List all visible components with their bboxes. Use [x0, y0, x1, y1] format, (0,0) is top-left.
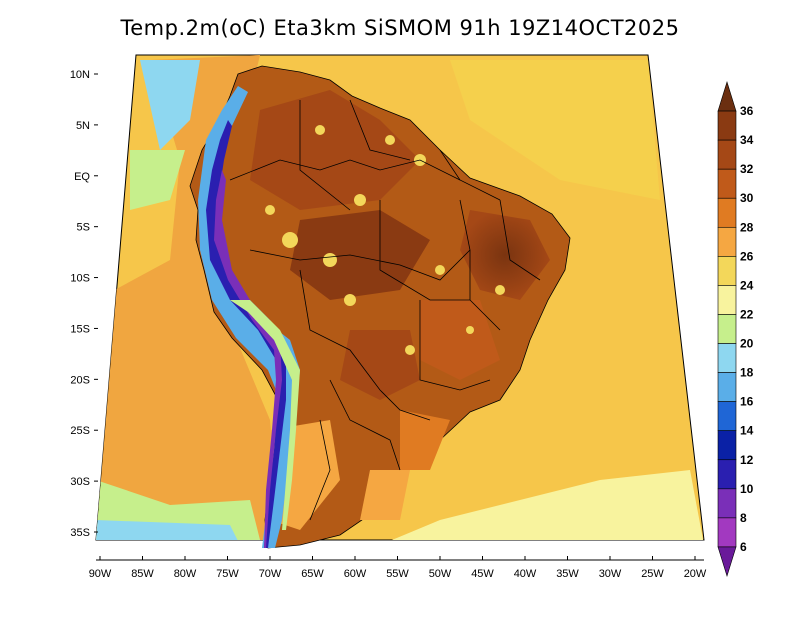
lon-tick-label: 60W	[344, 568, 367, 580]
colorbar-label: 18	[740, 366, 754, 380]
lon-tick-label: 55W	[386, 568, 409, 580]
colorbar-segment	[717, 197, 737, 228]
hot-spot-highlights	[265, 125, 505, 355]
lon-tick-label: 85W	[131, 568, 154, 580]
colorbar-label: 28	[740, 220, 754, 234]
colorbar-label: 22	[740, 307, 754, 321]
colorbar-segment	[717, 401, 737, 432]
lon-tick-label: 20W	[684, 568, 707, 580]
colorbar-bottom-arrow	[717, 546, 737, 578]
lat-tick-label: EQ	[74, 171, 90, 183]
lat-tick-label: 5S	[77, 222, 90, 234]
colorbar-label: 16	[740, 395, 754, 409]
political-borders	[229, 99, 541, 521]
lat-tick-label: 5N	[76, 120, 90, 132]
lat-tick-label: 30S	[70, 476, 90, 488]
lat-tick-label: 10N	[70, 69, 90, 81]
lon-tick-label: 35W	[556, 568, 579, 580]
colorbar-segment	[717, 285, 737, 315]
latitude-axis: 10N 5N EQ 5S 10S 15S 20S 25S 30S 35S	[70, 69, 98, 539]
colorbar-segment	[717, 343, 737, 373]
lon-tick-label: 30W	[599, 568, 622, 580]
colorbar: 36 34 32 30 28 26 24 22 20 18 16 14 12 10 8 6	[717, 80, 754, 578]
colorbar-segment	[717, 314, 737, 344]
lon-tick-label: 90W	[89, 568, 112, 580]
colorbar-segment	[717, 110, 737, 141]
colorbar-label: 26	[740, 249, 754, 263]
colorbar-segment	[717, 168, 737, 199]
colorbar-segment	[717, 459, 737, 490]
colorbar-label: 36	[740, 104, 754, 118]
colorbar-segment	[717, 226, 737, 257]
colorbar-segment	[717, 139, 737, 170]
lat-tick-label: 25S	[70, 425, 90, 437]
lat-tick-label: 15S	[70, 323, 90, 335]
colorbar-label: 10	[740, 482, 754, 496]
longitude-axis: 90W 85W 80W 75W 70W 65W 60W 55W 50W 45W 40W 35W 30W 2…	[89, 556, 707, 580]
lat-tick-label: 10S	[70, 273, 90, 285]
colorbar-label: 6	[740, 540, 747, 554]
colorbar-label: 32	[740, 162, 754, 176]
temperature-field	[96, 55, 704, 540]
colorbar-label: 12	[740, 453, 754, 467]
colorbar-segment	[717, 430, 737, 461]
colorbar-segment	[717, 256, 737, 286]
colorbar-label: 20	[740, 337, 754, 351]
lon-tick-label: 80W	[174, 568, 197, 580]
lon-tick-label: 75W	[216, 568, 239, 580]
colorbar-label: 14	[740, 424, 754, 438]
colorbar-label: 8	[740, 511, 747, 525]
lon-tick-label: 50W	[429, 568, 452, 580]
lon-tick-label: 65W	[301, 568, 324, 580]
colorbar-segment	[717, 488, 737, 519]
lon-tick-label: 70W	[259, 568, 282, 580]
colorbar-segment	[717, 372, 737, 402]
colorbar-label: 34	[740, 133, 754, 147]
lat-tick-label: 20S	[70, 374, 90, 386]
lon-tick-label: 45W	[471, 568, 494, 580]
lon-tick-label: 25W	[641, 568, 664, 580]
colorbar-label: 24	[740, 278, 754, 292]
map-title: Temp.2m(oC) Eta3km SiSMOM 91h 19Z14OCT20…	[120, 16, 680, 40]
colorbar-label: 30	[740, 191, 754, 205]
lat-tick-label: 35S	[70, 527, 90, 539]
colorbar-segment	[717, 517, 737, 548]
lon-tick-label: 40W	[514, 568, 537, 580]
colorbar-top-arrow	[717, 80, 737, 112]
